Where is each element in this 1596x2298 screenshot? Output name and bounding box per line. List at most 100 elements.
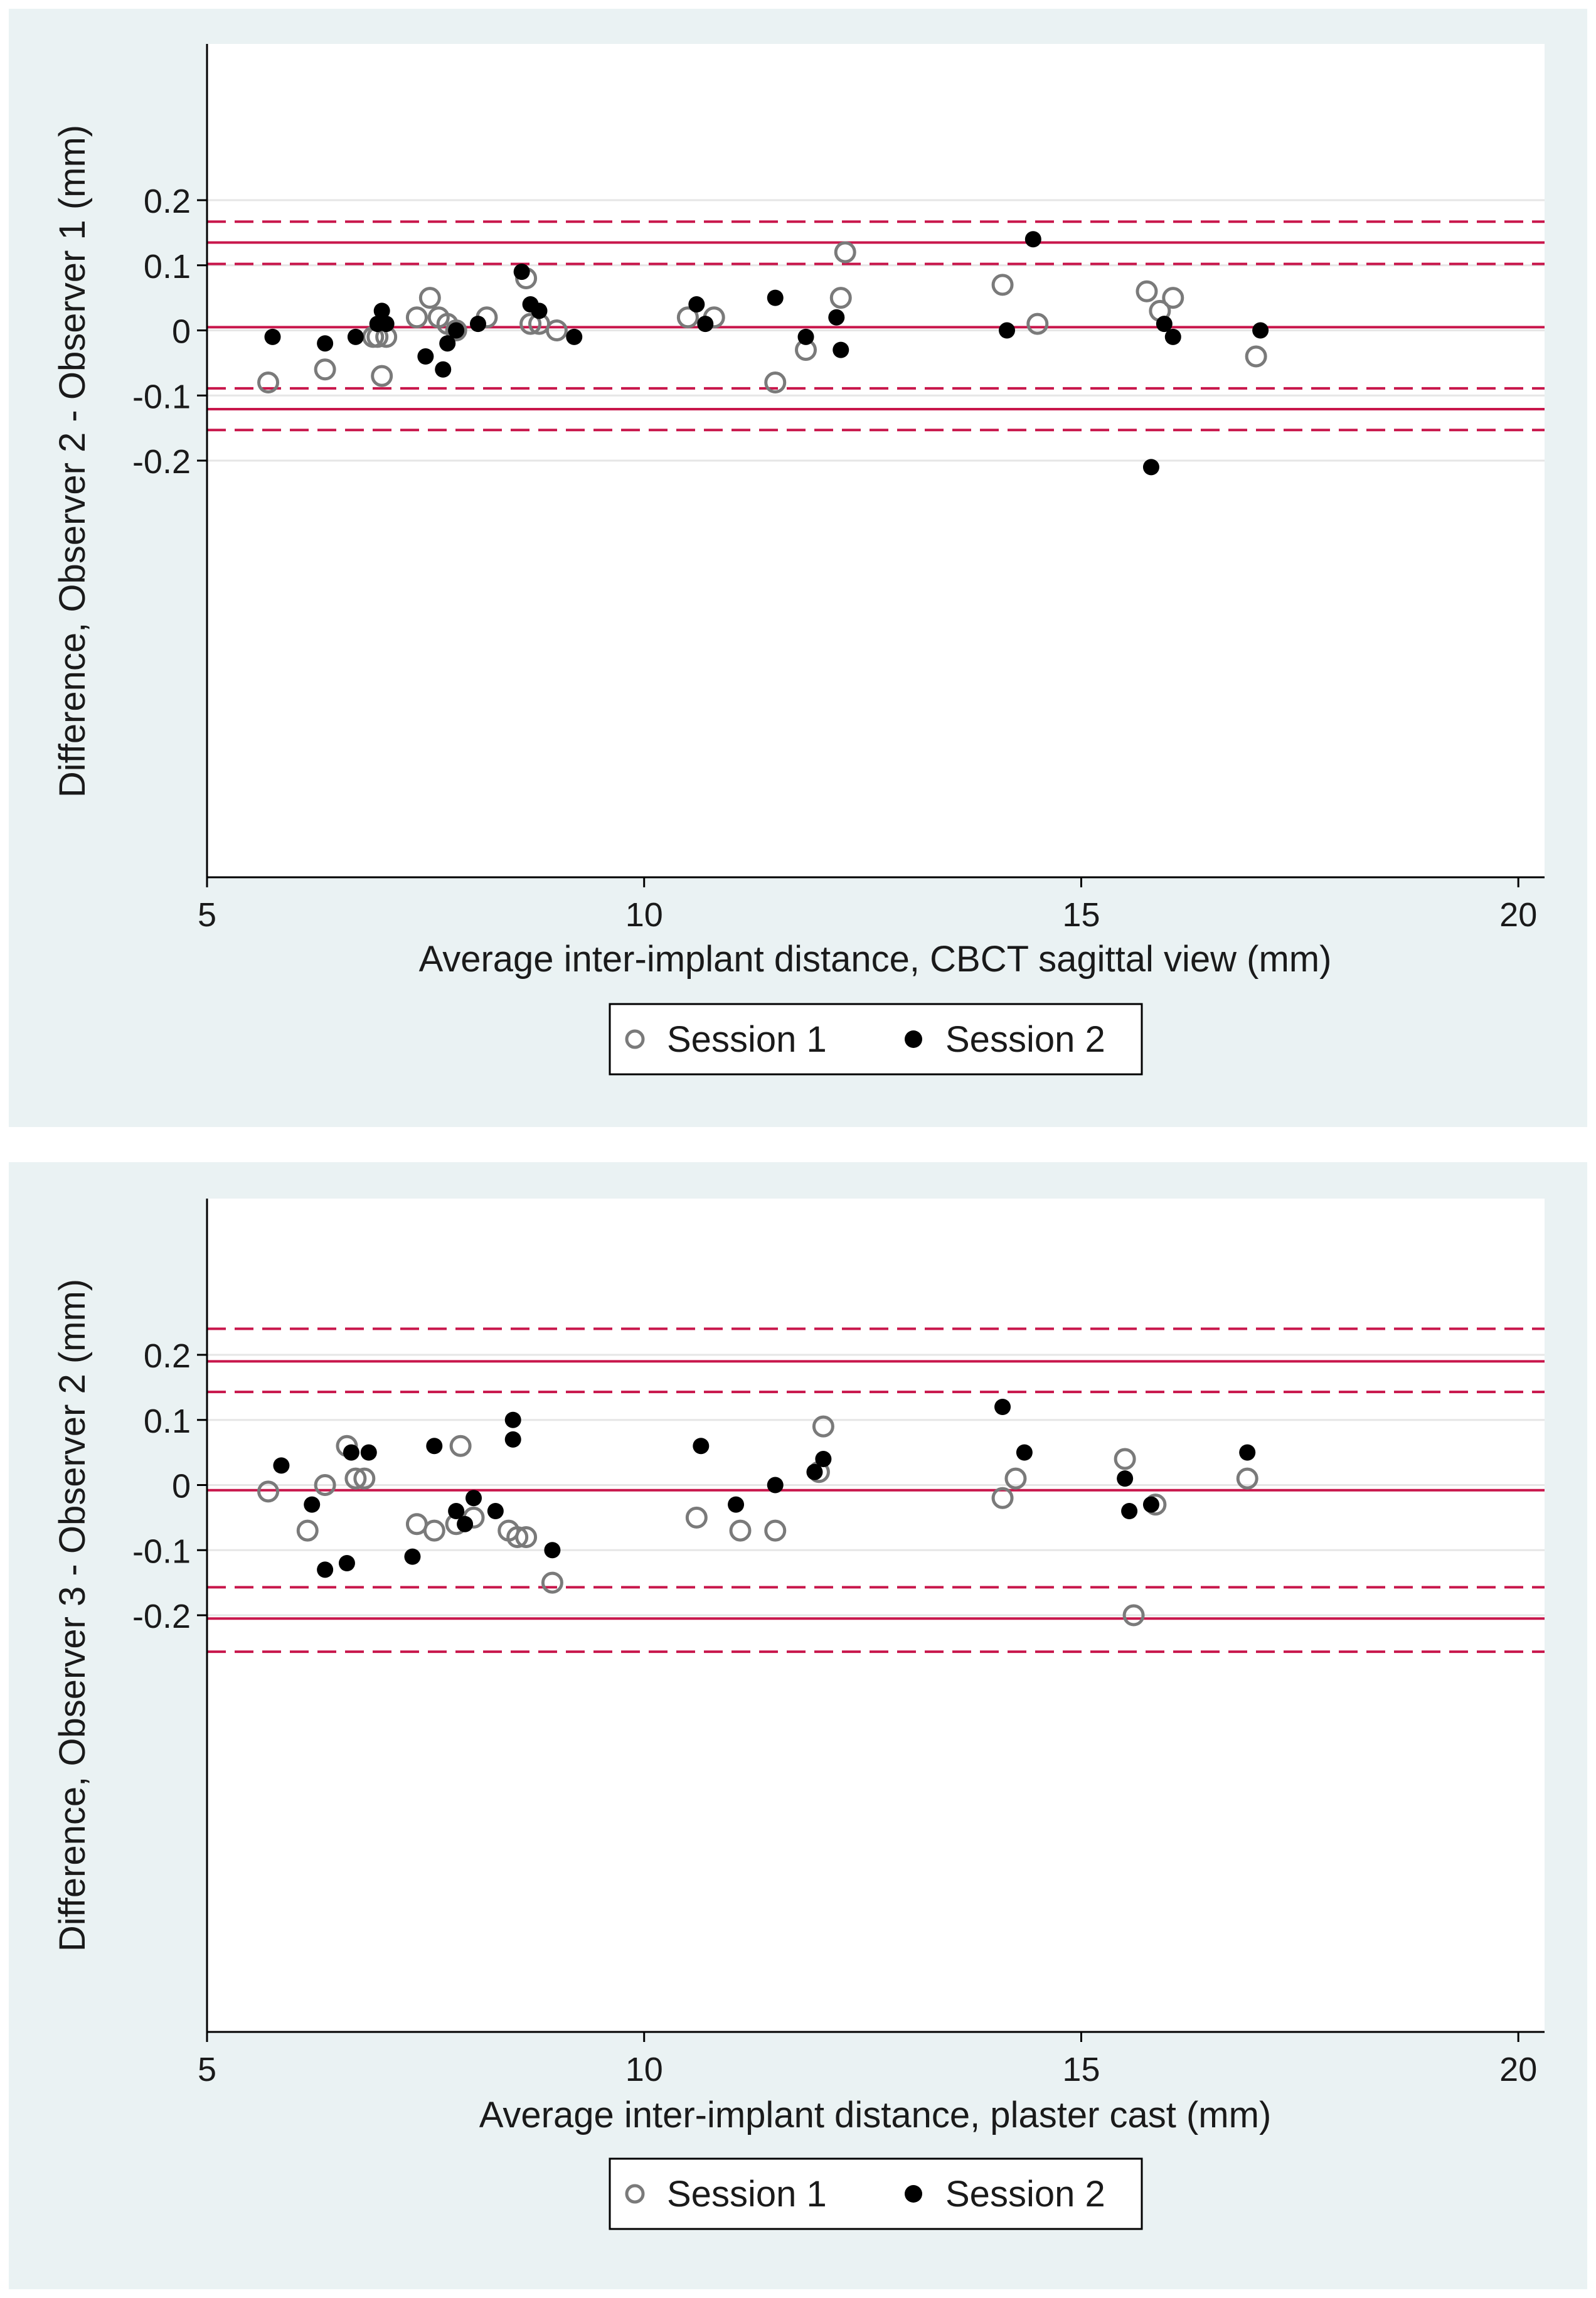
panel-1-legend-box — [609, 1003, 1143, 1076]
panel-2-legend-session2-marker — [905, 2185, 922, 2203]
panel-1-point-session2 — [828, 309, 845, 326]
panel-1-ytick-label: 0.2 — [144, 183, 191, 220]
panel-2-point-session2 — [304, 1496, 321, 1513]
panel-1-point-session2 — [1024, 231, 1041, 248]
panel-1-ytick-label: 0 — [172, 313, 191, 351]
panel-1-point-session2 — [378, 316, 395, 333]
panel-2-legend-session1-marker — [625, 2184, 645, 2204]
panel-2-ytick-label: 0.2 — [144, 1337, 191, 1375]
panel-1-legend-session1-marker — [625, 1029, 645, 1049]
panel-1-xtick-label: 15 — [1062, 896, 1100, 934]
panel-2-point-session1 — [764, 1519, 787, 1542]
panel-1-point-session1 — [418, 287, 441, 309]
panel-1-xtick-label: 10 — [625, 896, 663, 934]
panel-1-point-session1 — [257, 371, 280, 393]
panel-1-point-session2 — [373, 302, 390, 319]
panel-2-point-session2 — [338, 1555, 355, 1571]
panel-1-point-session2 — [797, 328, 814, 345]
panel-1-point-session2 — [347, 328, 364, 345]
panel-2-point-session1 — [541, 1571, 563, 1594]
panel-1-xtick-label: 5 — [198, 896, 216, 934]
panel-2-point-session2 — [273, 1457, 290, 1474]
panel-2-point-session2 — [487, 1503, 504, 1519]
panel-2: 0.2 0.1 0 -0.1 -0.2 5 10 15 20 Average inter-im… — [9, 1162, 1587, 2289]
panel-1-point-session2 — [697, 316, 714, 333]
panel-1-point-session2 — [566, 328, 583, 345]
panel-2-legend: Session 1 Session 2 — [609, 2157, 1143, 2230]
panel-2-point-session2 — [1239, 1444, 1256, 1461]
panel-2-point-session2 — [504, 1411, 521, 1428]
panel-2-point-session2 — [504, 1431, 521, 1448]
panel-1-point-session1 — [545, 319, 568, 341]
panel-1-point-session2 — [439, 335, 456, 352]
panel-2-point-session1 — [353, 1467, 376, 1490]
panel-1-point-session1 — [1245, 345, 1267, 368]
panel-2-point-session1 — [257, 1480, 280, 1503]
panel-1-ytick-label: 0.1 — [144, 248, 191, 286]
panel-1-point-session1 — [519, 313, 542, 335]
panel-2-point-session2 — [457, 1515, 474, 1532]
panel-1-point-session2 — [1164, 328, 1181, 345]
panel-1-point-session1 — [676, 306, 699, 329]
panel-2-ytick-label: -0.2 — [132, 1598, 191, 1635]
panel-2-point-session2 — [466, 1490, 482, 1507]
panel-1-point-session2 — [513, 264, 530, 281]
panel-2-point-session2 — [815, 1451, 832, 1467]
panel-2-point-session1 — [296, 1519, 319, 1542]
panel-1-point-session2 — [688, 296, 705, 313]
panel-1-x-axis-label: Average inter-implant distance, CBCT sag… — [419, 939, 1332, 980]
panel-2-point-session2 — [806, 1463, 823, 1480]
panel-2-y-axis-label: Difference, Observer 3 - Observer 2 (mm) — [52, 1279, 93, 1952]
panel-2-point-session2 — [343, 1444, 359, 1461]
panel-2-legend-session1-label: Session 1 — [667, 2174, 827, 2215]
panel-1-point-session2 — [1252, 322, 1269, 339]
panel-1-y-axis-label: Difference, Observer 2 - Observer 1 (mm) — [52, 125, 93, 798]
panel-1-point-session2 — [435, 361, 452, 378]
panel-1-point-session2 — [833, 341, 849, 358]
panel-2-point-session2 — [1142, 1496, 1159, 1513]
panel-1-point-session1 — [834, 241, 856, 264]
panel-1-point-session2 — [469, 316, 486, 333]
panel-1-point-session2 — [767, 289, 784, 306]
panel-2-point-session2 — [1016, 1444, 1033, 1461]
panel-1-point-session2 — [999, 322, 1016, 339]
panel-2-point-session2 — [544, 1542, 561, 1559]
panel-1: 0.2 0.1 0 -0.1 -0.2 5 10 15 20 Average inter-im… — [9, 9, 1587, 1127]
panel-2-xtick-label: 20 — [1499, 2051, 1537, 2088]
panel-1-point-session2 — [417, 348, 434, 365]
panel-1-legend: Session 1 Session 2 — [609, 1003, 1143, 1076]
panel-1-point-session1 — [1162, 287, 1184, 309]
panel-2-point-session1 — [515, 1526, 538, 1548]
panel-2-point-session1 — [1114, 1448, 1136, 1470]
panel-1-point-session2 — [448, 322, 465, 339]
panel-1-point-session1 — [405, 306, 428, 329]
panel-1-xtick-label: 20 — [1499, 896, 1537, 934]
panel-2-legend-session2-label: Session 2 — [945, 2174, 1105, 2215]
panel-2-point-session1 — [423, 1519, 445, 1542]
panel-1-point-session1 — [314, 358, 336, 381]
panel-2-point-session1 — [314, 1474, 336, 1496]
panel-2-point-session1 — [449, 1435, 472, 1457]
panel-1-ytick-label: -0.2 — [132, 443, 191, 481]
panel-2-xtick-label: 15 — [1062, 2051, 1100, 2088]
panel-1-point-session1 — [991, 274, 1014, 296]
panel-2-point-session1 — [685, 1506, 708, 1529]
panel-2-point-session2 — [767, 1477, 784, 1494]
panel-1-point-session1 — [371, 365, 393, 387]
panel-2-point-session2 — [728, 1496, 745, 1513]
panel-2-point-session2 — [404, 1548, 421, 1565]
panel-2-point-session2 — [426, 1438, 443, 1455]
panel-1-point-session2 — [1156, 316, 1173, 333]
panel-2-legend-box — [609, 2157, 1143, 2230]
panel-1-point-session2 — [531, 302, 548, 319]
panel-1-point-session2 — [317, 335, 334, 352]
panel-2-xtick-label: 5 — [198, 2051, 216, 2088]
panel-1-point-session2 — [264, 328, 281, 345]
panel-2-point-session2 — [1117, 1470, 1134, 1487]
panel-2-x-axis-label: Average inter-implant distance, plaster … — [479, 2095, 1272, 2135]
panel-1-point-session1 — [764, 371, 787, 393]
panel-2-point-session1 — [1236, 1467, 1258, 1490]
panel-2-xtick-label: 10 — [625, 2051, 663, 2088]
